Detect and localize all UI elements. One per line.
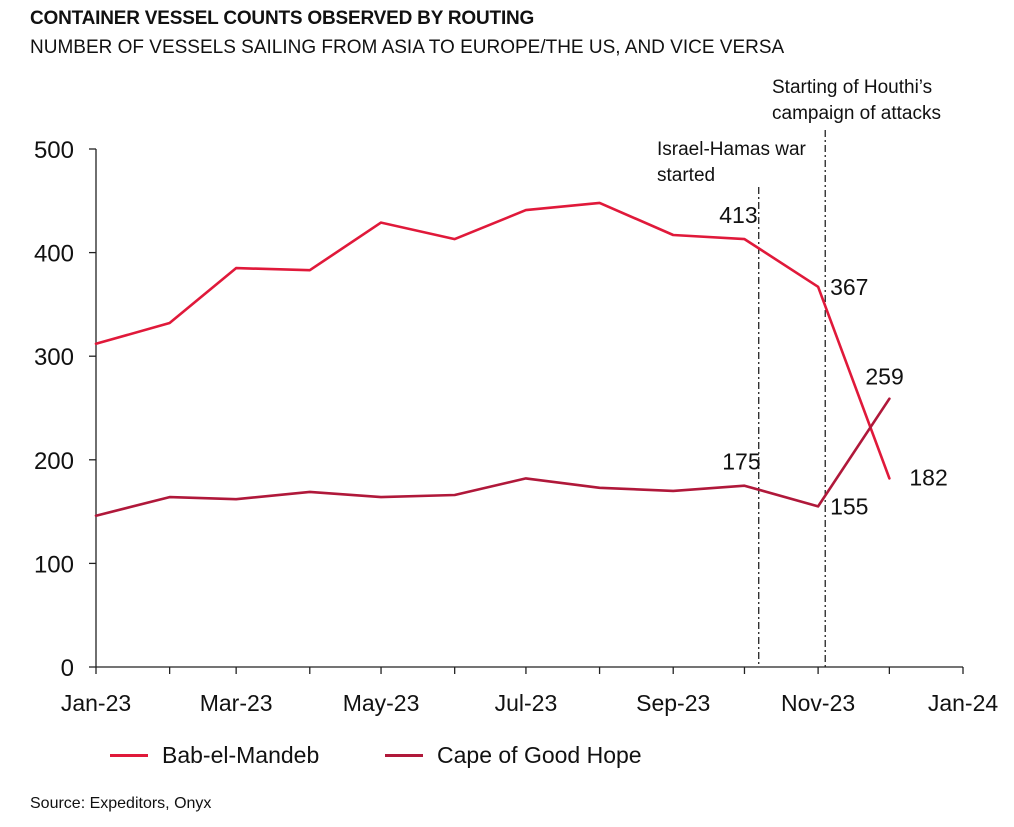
- series-line-bab-el-mandeb: [94, 201, 891, 480]
- x-tick-label-jan-23: Jan-23: [61, 690, 131, 716]
- x-tick-label-may-23: May-23: [343, 690, 420, 716]
- data-label-s0-9: 413: [719, 202, 757, 228]
- y-tick-label-200: 200: [34, 448, 74, 475]
- y-tick-label-0: 0: [61, 655, 74, 682]
- data-label-s0-10: 367: [830, 274, 868, 300]
- y-tick-label-100: 100: [34, 551, 74, 578]
- data-label-s1-9: 175: [722, 449, 760, 475]
- y-tick-label-400: 400: [34, 241, 74, 268]
- data-label-s1-11: 259: [865, 364, 903, 390]
- annotation-houthi-line1: Starting of Houthi’s: [772, 77, 932, 98]
- line-chart: 0 100 200 300 400 500 Jan-23 Mar-23 May-23 Jul-23…: [34, 77, 999, 716]
- x-tick-label-jan-24: Jan-24: [928, 690, 999, 716]
- annotation-israel-hamas-line2: started: [657, 165, 715, 186]
- y-tick-label-500: 500: [34, 137, 74, 164]
- legend-swatch-cape-of-good-hope: [385, 754, 423, 757]
- x-tick-label-jul-23: Jul-23: [495, 690, 558, 716]
- series-line-cape-of-good-hope: [94, 397, 891, 518]
- x-tick-label-mar-23: Mar-23: [200, 690, 273, 716]
- chart-subtitle: NUMBER OF VESSELS SAILING FROM ASIA TO E…: [30, 37, 785, 58]
- annotation-houthi-line2: campaign of attacks: [772, 103, 941, 124]
- legend-label-bab-el-mandeb: Bab-el-Mandeb: [162, 742, 320, 768]
- x-tick-label-nov-23: Nov-23: [781, 690, 855, 716]
- annotation-israel-hamas-line1: Israel-Hamas war: [657, 139, 807, 160]
- legend-swatch-bab-el-mandeb: [110, 754, 148, 757]
- y-tick-label-300: 300: [34, 344, 74, 371]
- legend-item-bab-el-mandeb: Bab-el-Mandeb: [110, 742, 319, 769]
- legend-label-cape-of-good-hope: Cape of Good Hope: [437, 742, 642, 768]
- legend-item-cape-of-good-hope: Cape of Good Hope: [385, 742, 642, 769]
- source-note: Source: Expeditors, Onyx: [30, 795, 212, 812]
- data-label-s0-11: 182: [909, 464, 947, 490]
- chart-title: CONTAINER VESSEL COUNTS OBSERVED BY ROUT…: [30, 8, 535, 29]
- data-label-s1-10: 155: [830, 493, 868, 519]
- x-tick-label-sep-23: Sep-23: [636, 690, 710, 716]
- chart-legend: Bab-el-Mandeb Cape of Good Hope: [0, 742, 1014, 776]
